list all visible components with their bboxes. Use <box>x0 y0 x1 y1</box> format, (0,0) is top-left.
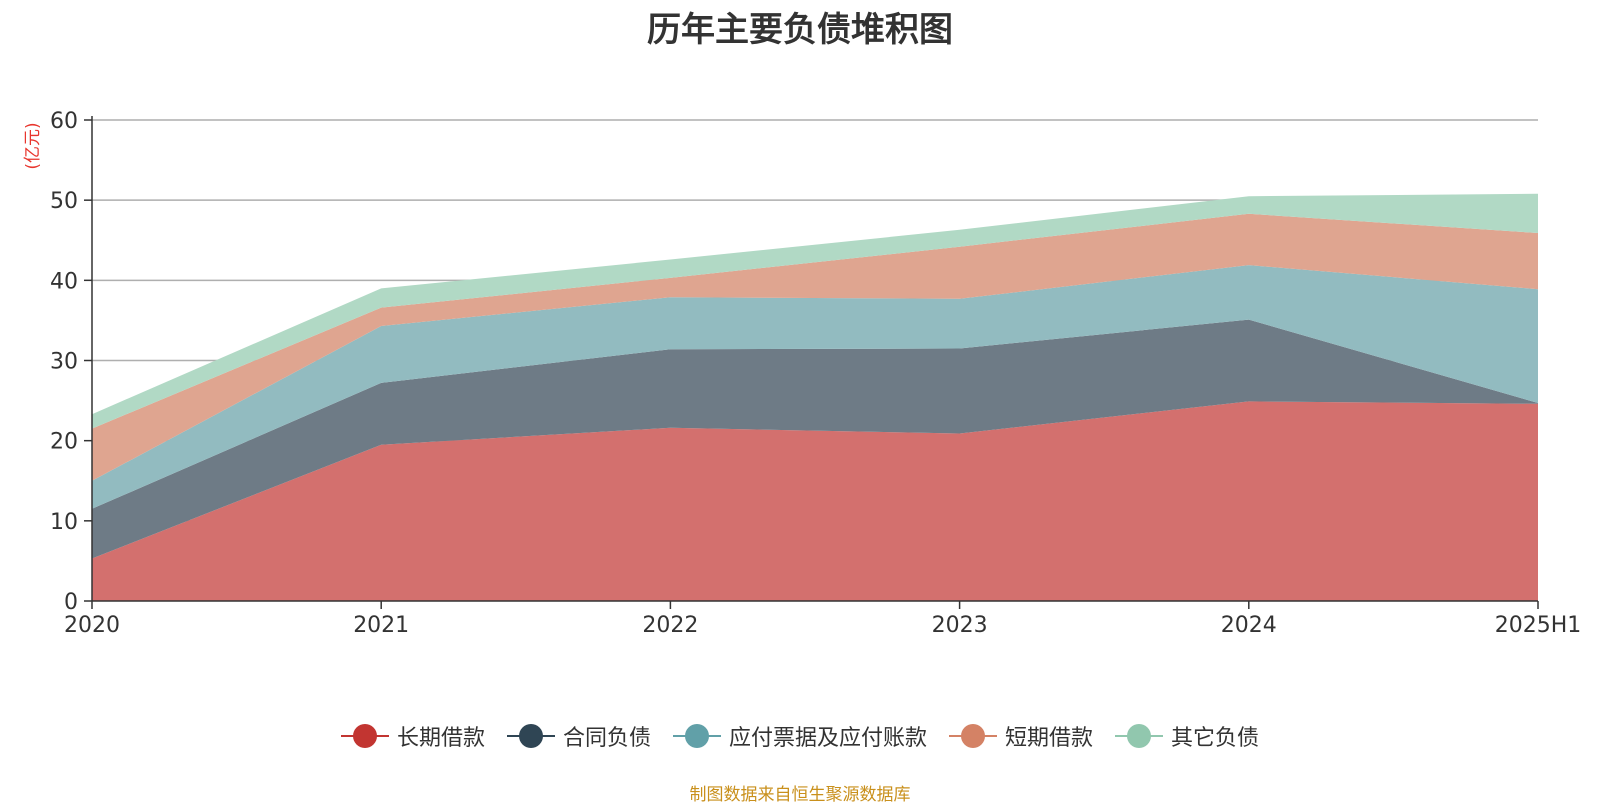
x-tick-label-2023: 2023 <box>932 613 988 638</box>
legend-label: 应付票据及应付账款 <box>728 726 927 751</box>
legend-label: 合同负债 <box>562 726 651 751</box>
legend-dot-marker <box>961 724 985 748</box>
area-series-5 <box>92 193 1538 429</box>
area-series-1 <box>92 401 1538 601</box>
legend-dot-marker <box>684 724 709 748</box>
x-tick-label-2024: 2024 <box>1221 613 1277 638</box>
y-tick-label-10: 10 <box>50 510 78 535</box>
legend-dot-marker <box>1127 724 1152 748</box>
legend-item-5[interactable]: 其它负债 <box>1115 720 1259 752</box>
y-tick-label-40: 40 <box>50 269 78 294</box>
y-tick-label-0: 0 <box>64 590 78 615</box>
legend-label: 其它负债 <box>1171 726 1260 751</box>
legend-label: 长期借款 <box>396 726 485 751</box>
legend-item-3[interactable]: 应付票据及应付账款 <box>672 720 927 752</box>
legend-swatch-icon <box>1115 723 1164 749</box>
x-tick-label-2025H1: 2025H1 <box>1495 613 1582 638</box>
y-tick-label-60: 60 <box>50 109 78 134</box>
legend-swatch-icon <box>340 723 389 749</box>
legend-item-4[interactable]: 短期借款 <box>949 720 1093 752</box>
legend-dot-marker <box>518 724 543 748</box>
x-tick-label-2021: 2021 <box>353 613 409 638</box>
y-tick-label-30: 30 <box>50 350 78 375</box>
x-tick-label-2022: 2022 <box>642 613 698 638</box>
legend-item-1[interactable]: 长期借款 <box>340 720 485 752</box>
legend-swatch-icon <box>672 723 721 749</box>
chart-title: 历年主要负债堆积图 <box>647 10 953 50</box>
legend-swatch-icon <box>949 723 997 749</box>
source-note: 制图数据来自恒生聚源数据库 <box>689 785 911 805</box>
area-series-2 <box>92 319 1538 559</box>
y-axis-unit-label: (亿元) <box>23 122 43 169</box>
area-series-layer <box>92 193 1538 601</box>
y-tick-label-20: 20 <box>50 430 78 455</box>
x-tick-label-2020: 2020 <box>64 613 120 638</box>
legend-swatch-icon <box>506 723 555 749</box>
legend-label: 短期借款 <box>1005 726 1094 751</box>
legend-item-2[interactable]: 合同负债 <box>506 720 651 752</box>
legend: 长期借款 合同负债 应付票据及应付账款 短期借款 其它负债 <box>0 718 1600 754</box>
axes: 0 10 20 30 40 50 60 2020 2021 2022 2023 2024 2025H1 (… <box>23 109 1581 638</box>
legend-dot-marker <box>352 724 377 748</box>
area-series-3 <box>92 265 1538 509</box>
area-series-4 <box>92 213 1538 481</box>
y-tick-label-50: 50 <box>50 189 78 214</box>
